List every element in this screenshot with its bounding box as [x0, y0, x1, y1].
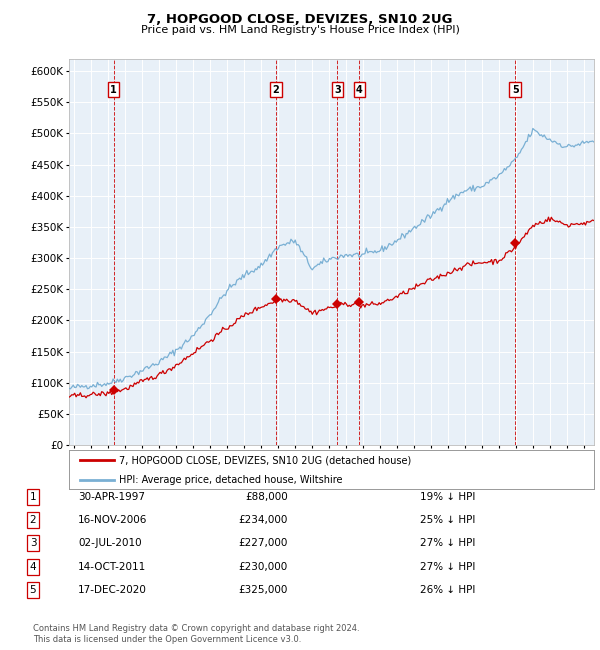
Text: 3: 3: [29, 538, 37, 549]
Text: 4: 4: [29, 562, 37, 572]
Text: 27% ↓ HPI: 27% ↓ HPI: [420, 562, 475, 572]
Text: 26% ↓ HPI: 26% ↓ HPI: [420, 585, 475, 595]
Text: 17-DEC-2020: 17-DEC-2020: [78, 585, 147, 595]
Text: £227,000: £227,000: [239, 538, 288, 549]
Text: £230,000: £230,000: [239, 562, 288, 572]
Text: 4: 4: [356, 84, 363, 95]
Text: 1: 1: [29, 491, 37, 502]
Text: 5: 5: [512, 84, 518, 95]
Text: 27% ↓ HPI: 27% ↓ HPI: [420, 538, 475, 549]
Text: 2: 2: [272, 84, 280, 95]
Text: 2: 2: [29, 515, 37, 525]
Text: 30-APR-1997: 30-APR-1997: [78, 491, 145, 502]
Text: 02-JUL-2010: 02-JUL-2010: [78, 538, 142, 549]
Text: 5: 5: [29, 585, 37, 595]
Text: £234,000: £234,000: [239, 515, 288, 525]
Text: Price paid vs. HM Land Registry's House Price Index (HPI): Price paid vs. HM Land Registry's House …: [140, 25, 460, 34]
Text: HPI: Average price, detached house, Wiltshire: HPI: Average price, detached house, Wilt…: [119, 475, 343, 485]
Text: 14-OCT-2011: 14-OCT-2011: [78, 562, 146, 572]
Text: £325,000: £325,000: [239, 585, 288, 595]
Text: 1: 1: [110, 84, 117, 95]
Text: 25% ↓ HPI: 25% ↓ HPI: [420, 515, 475, 525]
Text: 19% ↓ HPI: 19% ↓ HPI: [420, 491, 475, 502]
Text: 7, HOPGOOD CLOSE, DEVIZES, SN10 2UG (detached house): 7, HOPGOOD CLOSE, DEVIZES, SN10 2UG (det…: [119, 456, 411, 465]
Text: Contains HM Land Registry data © Crown copyright and database right 2024.
This d: Contains HM Land Registry data © Crown c…: [33, 624, 359, 644]
Text: 16-NOV-2006: 16-NOV-2006: [78, 515, 148, 525]
Text: £88,000: £88,000: [245, 491, 288, 502]
Text: 3: 3: [334, 84, 341, 95]
Text: 7, HOPGOOD CLOSE, DEVIZES, SN10 2UG: 7, HOPGOOD CLOSE, DEVIZES, SN10 2UG: [147, 13, 453, 26]
